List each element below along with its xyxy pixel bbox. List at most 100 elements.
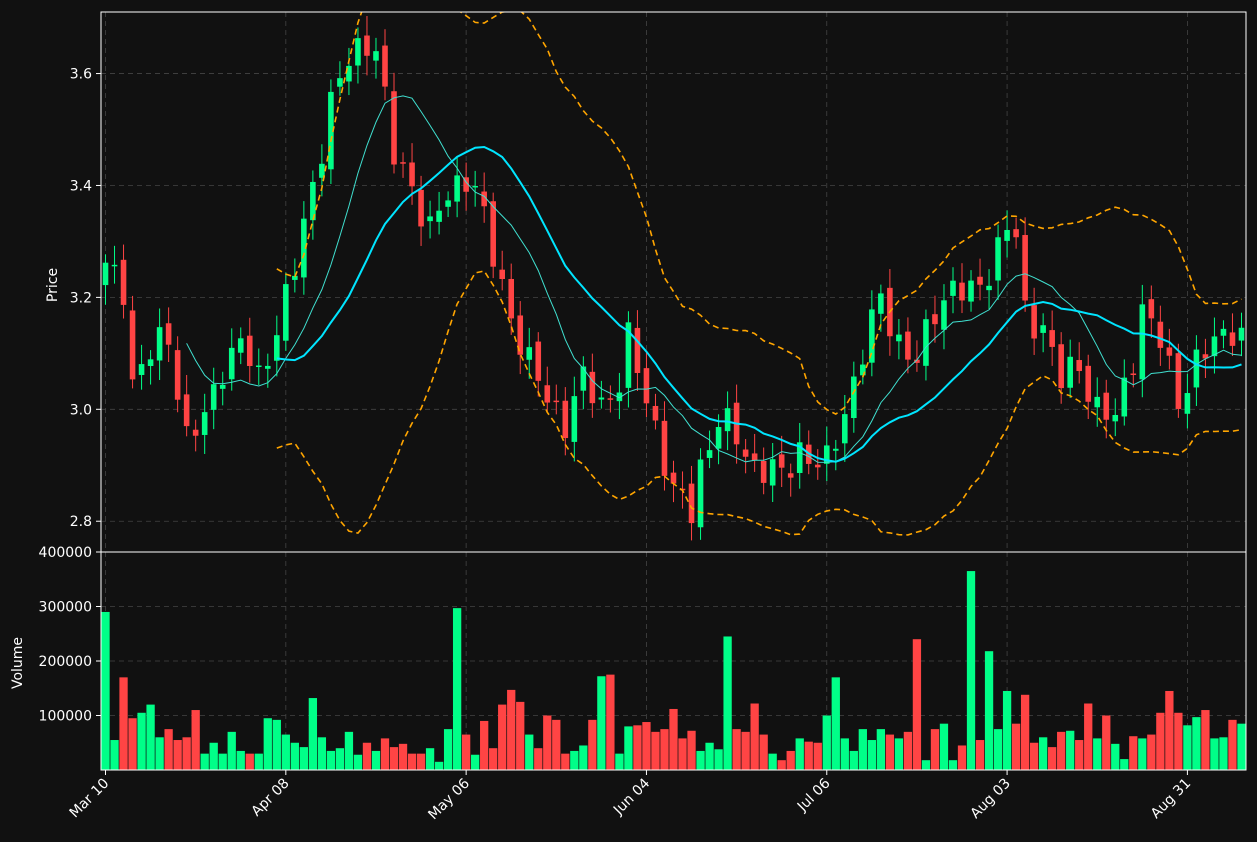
candle-body (1004, 229, 1010, 241)
candle-body (1022, 235, 1028, 301)
candle-body (697, 459, 704, 528)
volume-bar (552, 719, 561, 770)
candle-body (625, 322, 632, 388)
candle-body (1085, 365, 1092, 402)
candle-body (562, 400, 569, 439)
candle-body (1013, 229, 1019, 238)
candle-body (255, 365, 262, 368)
volume-bar (984, 651, 994, 770)
price-ytick-label: 3.4 (70, 178, 92, 194)
volume-bar (642, 722, 651, 770)
volume-bar (398, 743, 408, 770)
candle-body (977, 276, 983, 285)
volume-bar (624, 726, 633, 770)
candle-body (661, 420, 668, 476)
candle-body (219, 384, 226, 389)
candle-body (1139, 304, 1146, 380)
volume-bar (1210, 738, 1219, 770)
volume-bar (1237, 723, 1246, 770)
volume-bar (218, 753, 227, 770)
volume-bar (227, 731, 236, 770)
candle-body (246, 335, 253, 366)
candle-body (941, 300, 947, 330)
candle-body (517, 315, 524, 355)
volume-bar (588, 719, 597, 770)
price-axis-title: Price (45, 268, 61, 302)
volume-bar (173, 740, 182, 770)
volume-bar (326, 750, 336, 770)
volume-bar (344, 731, 354, 770)
candle-body (553, 400, 560, 403)
volume-bar (876, 729, 886, 770)
candle-body (138, 364, 145, 375)
candle-body (1067, 356, 1073, 388)
candle-body (724, 408, 731, 432)
volume-bar (425, 748, 435, 770)
volume-bar (380, 738, 390, 770)
candle-body (860, 364, 866, 376)
volume-bar (966, 571, 976, 770)
volume-bar (1011, 723, 1021, 770)
candles (102, 16, 1245, 541)
candle-body (210, 384, 217, 410)
candle-body (174, 350, 181, 400)
volume-bar (128, 718, 137, 770)
volume-bar (1219, 737, 1228, 770)
volume-bar (516, 701, 525, 770)
upper-band-line (276, 12, 1242, 416)
candle-body (183, 394, 190, 427)
volume-ytick-label: 400000 (39, 545, 92, 561)
candle-body (950, 280, 956, 296)
candle-body (301, 218, 307, 278)
candle-body (264, 365, 271, 369)
volume-ytick-label: 100000 (39, 709, 92, 725)
candle-body (111, 264, 118, 267)
fast-moving-average-line (186, 95, 1242, 463)
volume-bar (903, 731, 913, 770)
volume-bar (1029, 742, 1039, 770)
candle-body (688, 483, 695, 524)
candle-body (823, 445, 830, 464)
volume-bar (471, 754, 480, 770)
candle-body (1211, 336, 1218, 357)
volume-bar (1111, 743, 1120, 770)
candle-body (481, 191, 487, 207)
volume-bar (1120, 759, 1129, 770)
candle-body (760, 460, 767, 483)
candle-body (1058, 344, 1064, 389)
volume-bar (498, 704, 507, 770)
candle-body (373, 51, 379, 61)
volume-bar (443, 729, 453, 770)
volume-bar (317, 737, 327, 770)
volume-bar (507, 689, 516, 770)
volume-bar (155, 737, 164, 770)
volume-bar (200, 753, 209, 770)
volume-bar (696, 750, 705, 770)
volume-bar (245, 753, 254, 770)
volume-bar (660, 729, 669, 770)
volume-bar (299, 747, 309, 770)
candle-body (589, 371, 596, 404)
candle-body (878, 293, 884, 314)
volume-bar (191, 710, 200, 770)
volume-ytick-label: 300000 (39, 600, 92, 616)
volume-bar (831, 677, 840, 770)
price-ytick-label: 2.8 (70, 514, 92, 530)
price-ytick-label: 3.6 (70, 67, 92, 83)
volume-bar (1228, 719, 1237, 770)
volume-bar (1084, 703, 1093, 770)
volume-bar (948, 760, 958, 770)
candle-body (1175, 353, 1182, 409)
volume-bar (912, 639, 922, 770)
candle-body (869, 309, 875, 363)
volume-bar (1066, 730, 1075, 770)
volume-bar (957, 745, 967, 770)
volume-bar (651, 731, 660, 770)
volume-bar (236, 750, 245, 770)
candle-body (391, 91, 397, 165)
volume-bar (489, 748, 498, 770)
volume-bar (840, 738, 849, 770)
volume-bar (1174, 712, 1183, 770)
candle-body (1094, 396, 1101, 408)
